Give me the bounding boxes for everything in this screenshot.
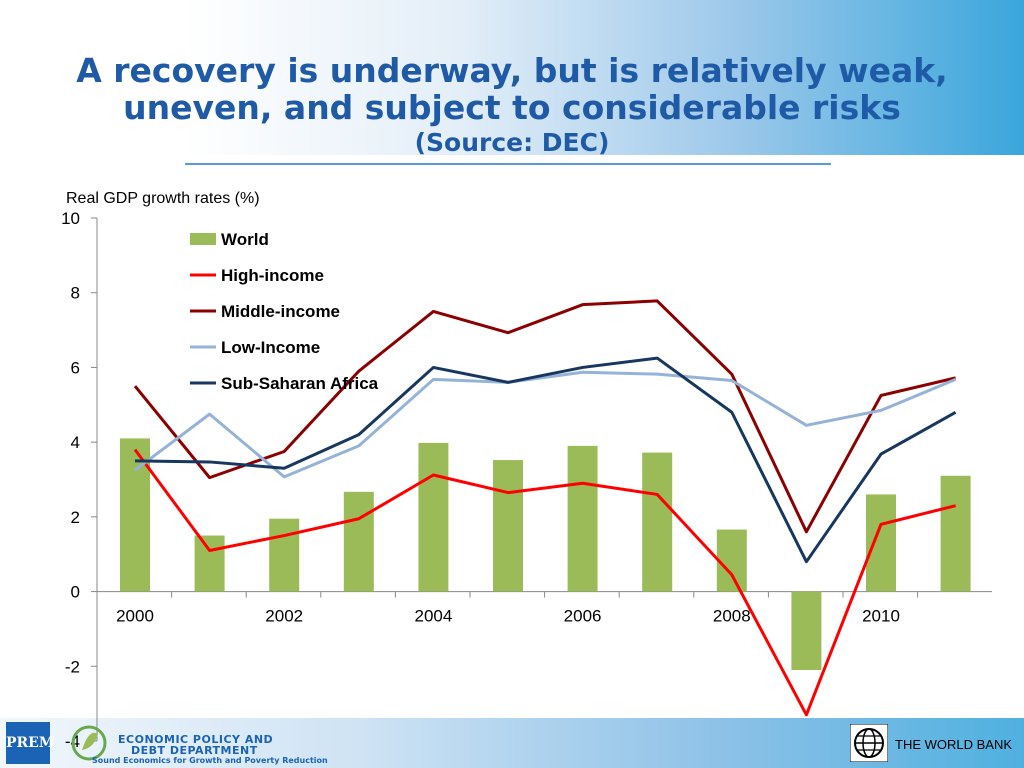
y-tick-label: 10 <box>61 209 80 228</box>
y-tick-label: 6 <box>71 358 80 377</box>
dept-tagline: Sound Economics for Growth and Poverty R… <box>92 756 328 765</box>
y-tick-label: 0 <box>71 583 80 602</box>
x-tick-label: 2000 <box>116 607 154 626</box>
dept-name-line1: ECONOMIC POLICY AND <box>118 733 274 746</box>
line-sub-saharan-africa <box>134 356 957 564</box>
line-middle-income <box>133 299 956 534</box>
bar-world <box>493 460 523 592</box>
bar-world <box>567 445 598 592</box>
bar-world <box>791 591 822 671</box>
slide-title-line1: A recovery is underway, but is relativel… <box>76 51 948 90</box>
worldbank-label: THE WORLD BANK <box>895 737 1013 752</box>
legend-label-high-income: High-income <box>221 266 324 285</box>
slide-title-line2: uneven, and subject to considerable risk… <box>123 88 901 127</box>
x-tick-label: 2008 <box>713 607 751 626</box>
bar-world <box>866 494 896 592</box>
worldbank-globe-icon <box>850 724 888 762</box>
bar-world <box>418 442 449 592</box>
x-tick-label: 2002 <box>265 607 303 626</box>
y-tick-label: 2 <box>71 508 80 527</box>
slide-subtitle: (Source: DEC) <box>414 128 610 157</box>
legend-swatch-world <box>190 233 216 245</box>
x-tick-label: 2006 <box>564 607 602 626</box>
bar-world <box>642 452 673 592</box>
bar-world <box>343 491 374 592</box>
y-tick-label: -2 <box>65 657 80 676</box>
line-high-income <box>133 448 956 717</box>
slide-title: A recovery is underway, but is relativel… <box>0 52 1024 126</box>
bar-world <box>716 529 747 592</box>
bar-world <box>269 518 300 592</box>
title-divider <box>185 163 831 165</box>
y-tick-label: 8 <box>71 284 80 303</box>
legend-label-low-income: Low-Income <box>221 338 320 357</box>
x-tick-label: 2010 <box>862 607 900 626</box>
bar-world <box>940 475 971 592</box>
bar-world <box>194 535 225 592</box>
header-band <box>0 0 1024 155</box>
x-tick-label: 2004 <box>414 607 452 626</box>
legend-label-sub-saharan-africa: Sub-Saharan Africa <box>221 374 379 393</box>
legend-label-middle-income: Middle-income <box>221 302 340 321</box>
y-axis-label: Real GDP growth rates (%) <box>66 190 260 207</box>
prem-logo: PREM <box>6 722 54 764</box>
y-tick-label: 4 <box>71 433 80 452</box>
dept-leaf-logo-icon <box>71 725 107 761</box>
legend-label-world: World <box>221 230 269 249</box>
dept-name-line2: DEBT DEPARTMENT <box>131 744 258 757</box>
